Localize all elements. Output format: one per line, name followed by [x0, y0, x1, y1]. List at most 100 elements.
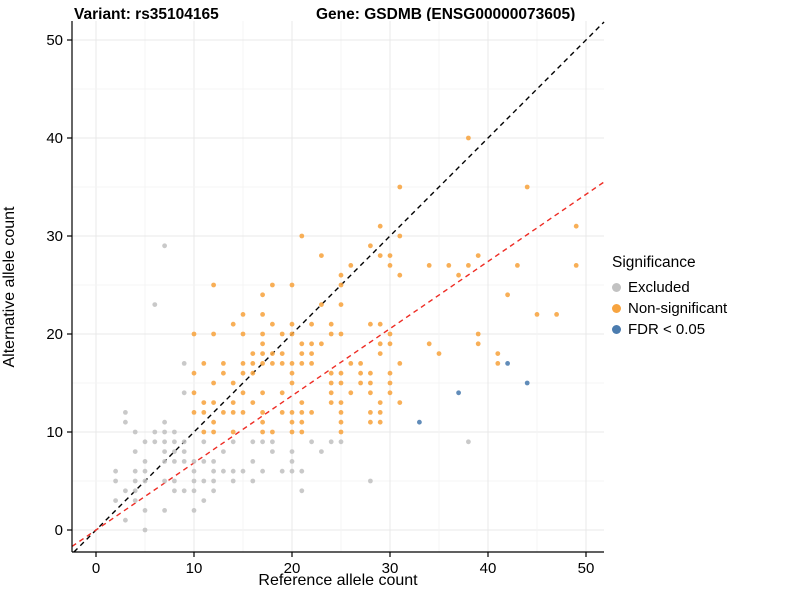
- data-point-non-significant: [338, 429, 344, 435]
- data-point-non-significant: [495, 361, 501, 366]
- data-point-non-significant: [368, 419, 373, 425]
- legend-label-fdr: FDR < 0.05: [628, 321, 706, 338]
- data-point-non-significant: [377, 321, 383, 327]
- data-point-non-significant: [338, 282, 344, 288]
- data-point-non-significant: [289, 321, 295, 327]
- data-point-non-significant: [338, 272, 344, 278]
- data-point-non-significant: [397, 272, 403, 278]
- data-point-excluded: [172, 439, 177, 445]
- data-point-non-significant: [387, 370, 393, 376]
- data-point-non-significant: [446, 263, 452, 268]
- y-tick-label: 0: [55, 522, 63, 539]
- data-point-excluded: [152, 429, 158, 435]
- data-point-excluded: [299, 488, 305, 494]
- data-point-non-significant: [338, 419, 344, 425]
- data-point-excluded: [172, 429, 177, 435]
- data-point-non-significant: [466, 135, 471, 141]
- data-point-non-significant: [397, 400, 403, 405]
- data-point-excluded: [201, 439, 207, 445]
- data-point-non-significant: [309, 341, 314, 347]
- non-significant-dot-icon: [612, 304, 621, 313]
- data-point-non-significant: [338, 410, 344, 415]
- data-point-non-significant: [368, 321, 373, 327]
- data-point-excluded: [260, 439, 265, 445]
- data-point-non-significant: [466, 263, 471, 268]
- data-point-non-significant: [299, 341, 305, 347]
- data-point-excluded: [191, 508, 197, 513]
- data-point-non-significant: [436, 351, 442, 356]
- data-point-excluded: [162, 449, 168, 454]
- data-point-excluded: [289, 449, 295, 454]
- data-point-excluded: [466, 439, 471, 445]
- data-point-excluded: [260, 468, 265, 474]
- data-point-fdr: [417, 419, 422, 425]
- data-point-non-significant: [338, 380, 344, 386]
- data-point-excluded: [191, 459, 197, 464]
- data-point-excluded: [132, 488, 138, 494]
- data-point-non-significant: [309, 321, 314, 327]
- data-point-non-significant: [240, 312, 246, 317]
- data-point-non-significant: [524, 184, 530, 190]
- data-point-non-significant: [338, 302, 344, 307]
- x-tick-label: 10: [186, 560, 203, 577]
- data-point-non-significant: [299, 410, 305, 415]
- data-point-excluded: [211, 478, 217, 484]
- data-point-excluded: [230, 468, 236, 474]
- data-point-non-significant: [250, 370, 256, 376]
- data-point-non-significant: [426, 263, 432, 268]
- data-point-non-significant: [250, 351, 256, 356]
- data-point-non-significant: [397, 233, 403, 239]
- data-point-non-significant: [319, 341, 324, 347]
- data-point-non-significant: [505, 292, 510, 298]
- data-point-non-significant: [475, 341, 481, 347]
- data-point-non-significant: [260, 390, 265, 396]
- data-point-non-significant: [289, 361, 295, 366]
- data-point-non-significant: [289, 380, 295, 386]
- data-point-excluded: [181, 449, 187, 454]
- legend-title: Significance: [612, 254, 696, 271]
- data-point-non-significant: [289, 410, 295, 415]
- data-point-excluded: [289, 468, 295, 474]
- data-point-non-significant: [250, 361, 256, 366]
- data-point-excluded: [309, 439, 314, 445]
- data-point-non-significant: [240, 410, 246, 415]
- data-point-non-significant: [377, 410, 383, 415]
- x-axis-title: Reference allele count: [258, 572, 418, 589]
- data-point-excluded: [142, 439, 148, 445]
- data-point-non-significant: [260, 419, 265, 425]
- data-point-non-significant: [201, 410, 207, 415]
- data-point-excluded: [162, 459, 168, 464]
- data-point-non-significant: [260, 331, 265, 337]
- data-point-fdr: [456, 390, 461, 396]
- data-point-non-significant: [368, 380, 373, 386]
- y-tick-label: 10: [46, 424, 63, 441]
- x-tick-label: 20: [284, 560, 301, 577]
- variant-title: Variant: rs35104165: [74, 6, 219, 23]
- data-point-non-significant: [348, 390, 354, 396]
- legend-item-non-significant: Non-significant: [612, 299, 727, 318]
- data-point-non-significant: [358, 370, 363, 376]
- data-point-non-significant: [221, 370, 226, 376]
- data-point-excluded: [113, 468, 118, 474]
- legend-item-excluded: Excluded: [612, 278, 727, 297]
- x-tick-label: 30: [382, 560, 399, 577]
- data-point-non-significant: [309, 351, 314, 356]
- data-point-excluded: [142, 478, 148, 484]
- data-point-non-significant: [211, 331, 217, 337]
- data-point-non-significant: [279, 390, 285, 396]
- legend-item-fdr: FDR < 0.05: [612, 320, 727, 339]
- data-point-excluded: [113, 478, 118, 484]
- data-point-non-significant: [387, 380, 393, 386]
- data-point-non-significant: [534, 312, 540, 317]
- x-tick-label: 0: [92, 560, 100, 577]
- data-point-excluded: [142, 508, 148, 513]
- data-point-non-significant: [387, 253, 393, 258]
- data-point-excluded: [221, 468, 226, 474]
- data-point-non-significant: [211, 282, 217, 288]
- data-point-non-significant: [289, 331, 295, 337]
- legend: Significance Excluded Non-significant FD…: [612, 254, 727, 341]
- data-point-non-significant: [368, 370, 373, 376]
- y-axis-title: Alternative allele count: [1, 206, 18, 368]
- data-point-non-significant: [573, 223, 579, 229]
- data-point-excluded: [181, 459, 187, 464]
